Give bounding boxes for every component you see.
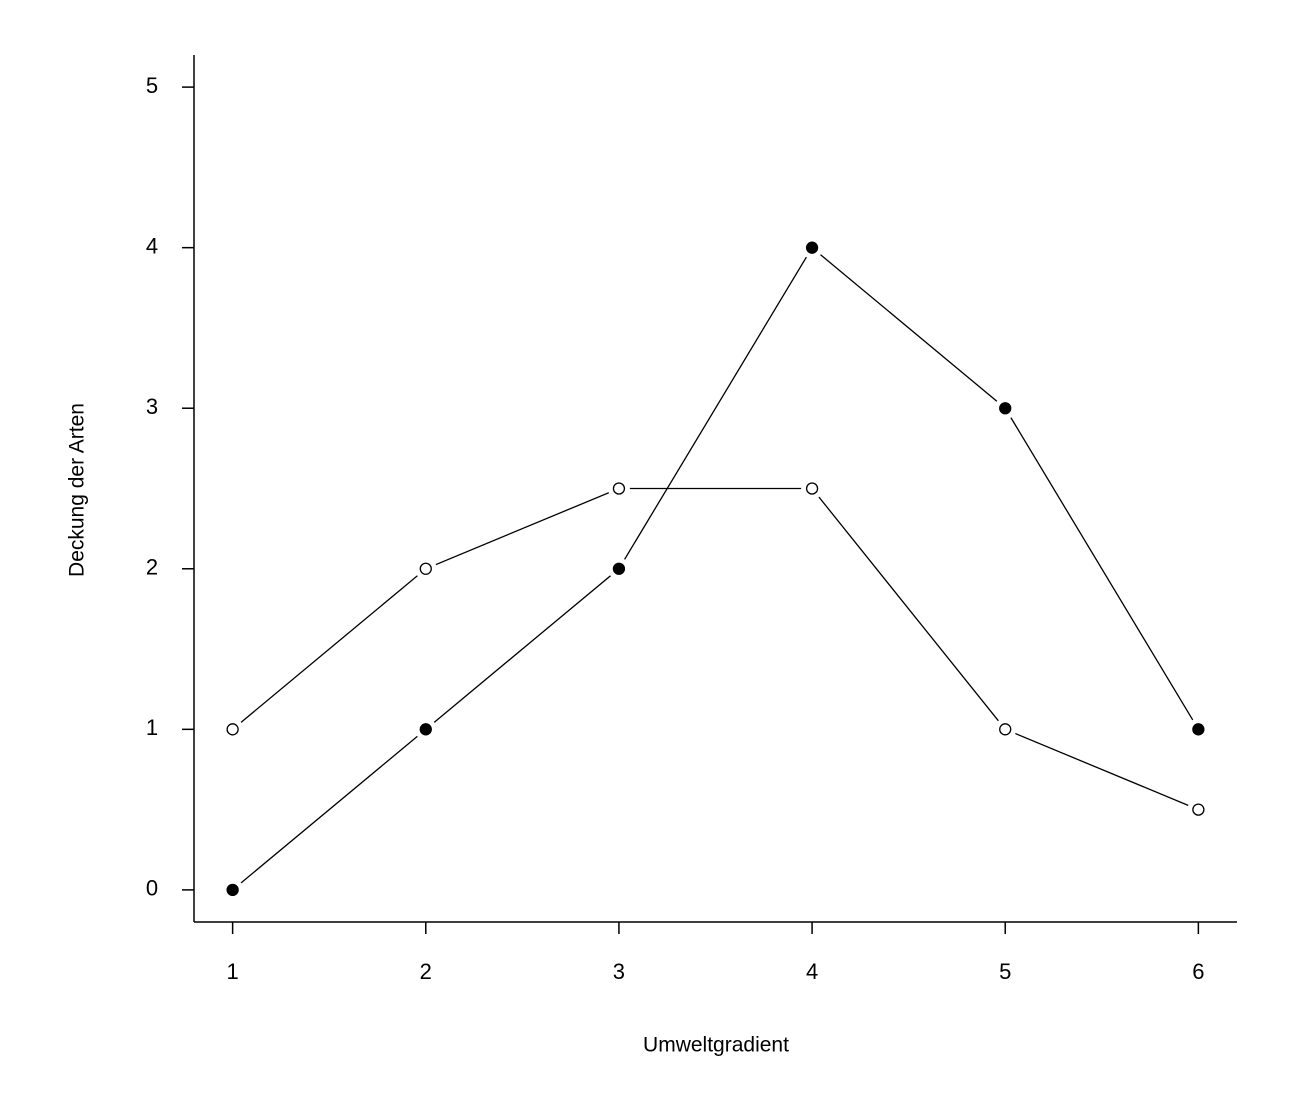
point: [226, 723, 239, 736]
x-tick-label: 5: [999, 959, 1011, 984]
y-tick-label: 0: [146, 876, 158, 901]
y-axis-label: Deckung der Arten: [66, 403, 89, 577]
point: [1192, 803, 1205, 816]
series-line: [232, 246, 1199, 891]
x-tick-label: 4: [806, 959, 818, 984]
x-tick-label: 3: [613, 959, 625, 984]
point: [612, 482, 626, 495]
y-tick-label: 2: [146, 555, 158, 580]
point: [419, 723, 432, 736]
point: [805, 482, 819, 495]
point: [419, 562, 432, 575]
point: [999, 402, 1012, 415]
series-line: [232, 487, 1199, 811]
point: [999, 723, 1012, 736]
x-tick-label: 6: [1192, 959, 1204, 984]
y-tick-label: 1: [146, 715, 158, 740]
point: [226, 883, 239, 897]
y-tick-label: 4: [146, 233, 158, 258]
point: [805, 241, 819, 254]
x-axis-label: Umweltgradient: [643, 1034, 789, 1057]
point: [1192, 723, 1205, 736]
point: [612, 562, 626, 575]
x-tick-label: 1: [227, 959, 239, 984]
y-tick-label: 3: [146, 394, 158, 419]
x-tick-label: 2: [420, 959, 432, 984]
y-tick-label: 5: [146, 73, 158, 98]
